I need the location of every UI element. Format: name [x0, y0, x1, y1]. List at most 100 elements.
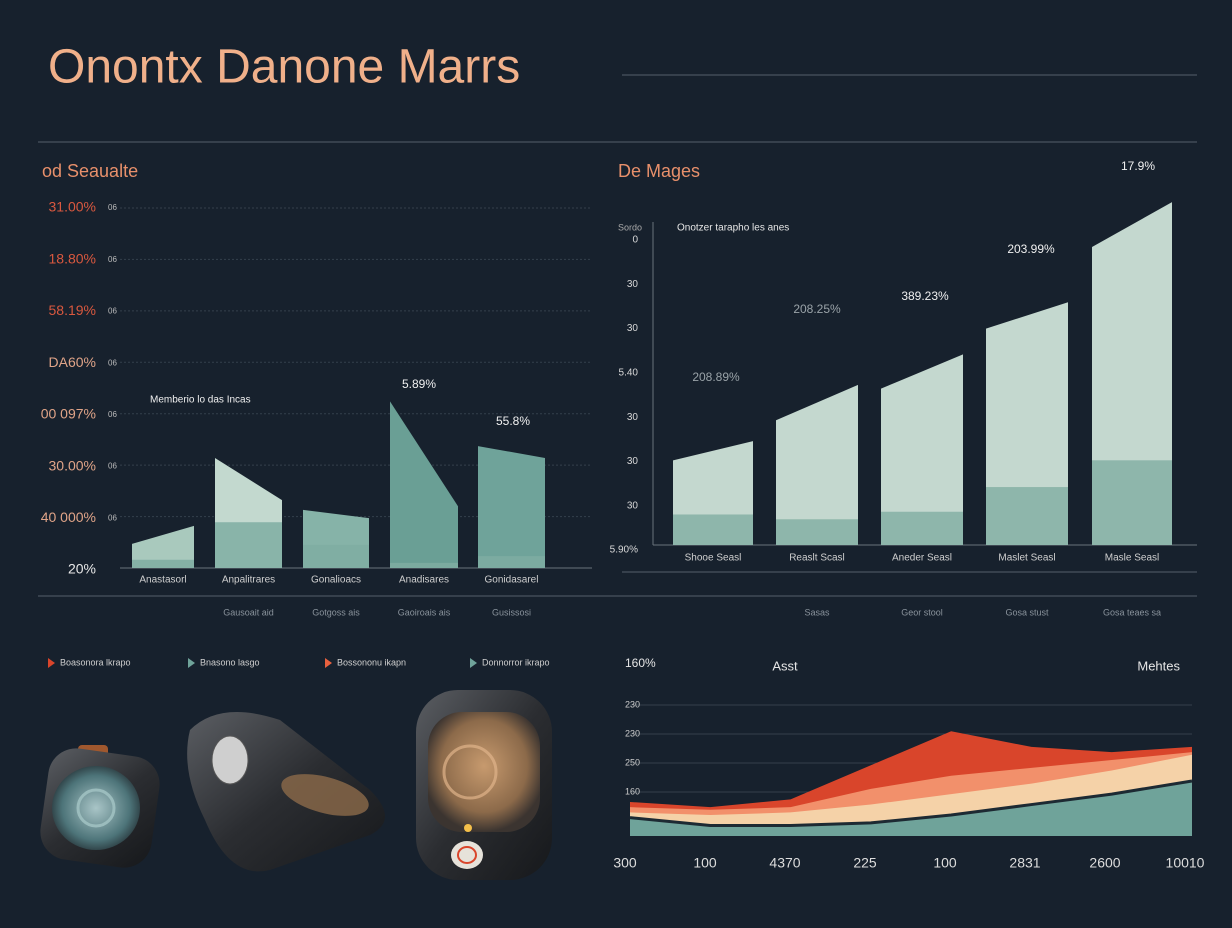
x-tick-label: 100: [933, 855, 957, 871]
y-tick-label: 230: [625, 699, 640, 709]
chart-note: Onotzer tarapho les anes: [677, 223, 789, 234]
legend-marker: [48, 658, 55, 668]
legend-marker: [325, 658, 332, 668]
legend-marker: [188, 658, 195, 668]
chart-title: od Seaualte: [42, 161, 138, 181]
annotation: 5.89%: [402, 377, 436, 391]
y-tick-label: 30: [627, 500, 639, 511]
legend-label: Donnorror ikrapo: [482, 657, 550, 667]
y-tick-label: DA60%: [49, 354, 96, 370]
x-sub-label: Geor stool: [901, 607, 943, 617]
annotation: 17.9%: [1121, 159, 1155, 173]
bar-band: [673, 514, 753, 545]
x-tick-label: 100: [693, 855, 717, 871]
y-tick-label: 30: [627, 323, 639, 334]
product-ring: [442, 744, 498, 800]
bar: [986, 302, 1068, 545]
y-tick-mark-label: 06: [108, 358, 117, 367]
y-tick-mark-label: 06: [108, 462, 117, 471]
y-axis-title: Sordo: [618, 222, 642, 232]
bar: [881, 354, 963, 545]
product-led: [464, 824, 472, 832]
x-tick-label: Gonalioacs: [311, 575, 361, 586]
y-tick-label: 00 097%: [41, 406, 96, 422]
y-tick-mark-label: 06: [108, 255, 117, 264]
x-sub-label: Gosa stust: [1005, 607, 1049, 617]
x-tick-label: Anadisares: [399, 575, 449, 586]
y-tick-label: 250: [625, 757, 640, 767]
product-logo: [211, 735, 249, 785]
bar-band: [132, 559, 194, 568]
annotation: 389.23%: [901, 289, 949, 303]
y-tick-label: 40 000%: [41, 509, 96, 525]
bar-band: [303, 544, 369, 568]
x-tick-label: Gonidasarel: [485, 575, 539, 586]
y-tick-mark-label: 06: [108, 203, 117, 212]
y-tick-label: 5.40: [619, 367, 639, 378]
page-title: Onontx Danone Marrs: [48, 41, 520, 94]
legend-label: Bnasono lasgo: [200, 657, 260, 667]
product-face: [428, 712, 540, 832]
y-tick-label: 230: [625, 728, 640, 738]
bar: [478, 446, 545, 568]
annotation: Memberio lo das Incas: [150, 395, 251, 406]
y-tick-label: 18.80%: [49, 250, 96, 266]
legend-marker: [470, 658, 477, 668]
area: [630, 780, 1192, 836]
bar-band: [215, 522, 282, 568]
y-tick-label: 0: [632, 235, 638, 246]
x-sub-label: Sasas: [804, 607, 830, 617]
product-logo-mark: [457, 846, 477, 864]
annotation: 203.99%: [1007, 242, 1055, 256]
x-tick-label: Shooe Seasl: [685, 553, 742, 564]
x-tick-label: 10010: [1166, 855, 1205, 871]
y-tick-label: 160: [625, 786, 640, 796]
x-tick-label: 2831: [1009, 855, 1040, 871]
x-tick-label: Aneder Seasl: [892, 553, 952, 564]
x-sub-label: Gotgoss ais: [312, 607, 360, 617]
y-tick-mark-label: 06: [108, 513, 117, 522]
x-tick-label: 225: [853, 855, 877, 871]
x-tick-label: Maslet Seasl: [998, 553, 1055, 564]
x-tick-label: 2600: [1089, 855, 1120, 871]
corner-label: 160%: [625, 656, 656, 670]
x-tick-label: 4370: [769, 855, 800, 871]
product-lens: [52, 766, 140, 850]
bar: [776, 384, 858, 545]
y-tick-mark-label: 06: [108, 307, 117, 316]
chart-title: Asst: [772, 658, 798, 673]
bar-band: [478, 556, 545, 568]
area-edge: [629, 779, 1193, 828]
product-pad: [281, 774, 369, 816]
x-tick-label: 300: [613, 855, 637, 871]
x-tick-label: Reaslt Scasl: [789, 553, 845, 564]
chart-title: De Mages: [618, 161, 700, 181]
annotation: 208.89%: [692, 370, 740, 384]
x-tick-label: Masle Seasl: [1105, 553, 1159, 564]
y-tick-label: 20%: [68, 561, 96, 577]
y-tick-label: 5.90%: [610, 545, 638, 556]
x-sub-label: Gosa teaes sa: [1103, 607, 1161, 617]
x-sub-label: Gusissosi: [492, 607, 531, 617]
bar-band: [1092, 460, 1172, 545]
y-tick-label: 30: [627, 456, 639, 467]
x-sub-label: Gausoait aid: [223, 607, 274, 617]
y-tick-label: 30: [627, 412, 639, 423]
x-sub-label: Gaoiroais ais: [398, 607, 451, 617]
chart-subtitle: Mehtes: [1137, 658, 1180, 673]
bar-band: [986, 487, 1068, 545]
y-tick-mark-label: 06: [108, 410, 117, 419]
y-tick-label: 30.00%: [49, 457, 96, 473]
product-ring: [76, 788, 116, 828]
annotation: 55.8%: [496, 414, 530, 428]
annotation: 208.25%: [793, 302, 841, 316]
y-tick-label: 30: [627, 279, 639, 290]
legend-label: Bossononu ikapn: [337, 657, 406, 667]
bar-band: [881, 511, 963, 545]
x-tick-label: Anastasorl: [139, 575, 186, 586]
bar-band: [776, 519, 858, 545]
bar: [132, 525, 194, 568]
y-tick-label: 58.19%: [49, 302, 96, 318]
